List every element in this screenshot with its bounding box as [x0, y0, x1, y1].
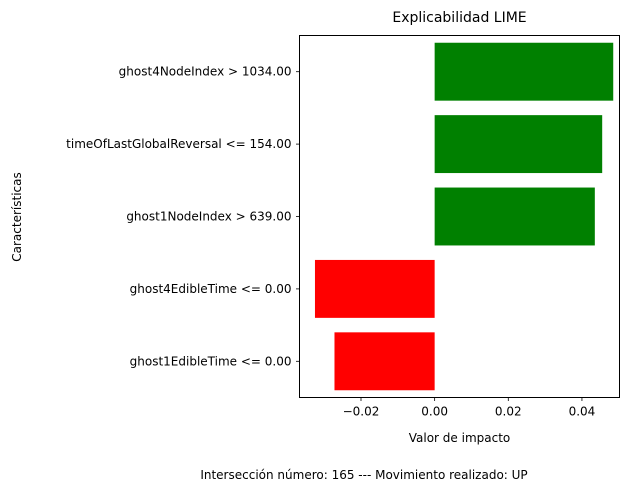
y-tick-label: timeOfLastGlobalReversal <= 154.00	[66, 137, 291, 151]
bar-3	[314, 259, 435, 318]
x-tick-label: 0.04	[569, 405, 596, 419]
chart-title: Explicabilidad LIME	[392, 10, 526, 26]
x-tick-label: 0.02	[495, 405, 522, 419]
bar-0	[434, 42, 614, 101]
y-tick-label: ghost4EdibleTime <= 0.00	[130, 282, 292, 296]
x-axis-label: Valor de impacto	[409, 431, 511, 445]
bar-2	[434, 187, 595, 246]
bar-1	[434, 115, 603, 174]
y-tick-label: ghost1EdibleTime <= 0.00	[130, 354, 292, 368]
x-tick-label: −0.02	[343, 405, 380, 419]
y-tick-label: ghost4NodeIndex > 1034.00	[119, 65, 292, 79]
y-axis-label: Características	[10, 172, 24, 261]
bars-group	[314, 42, 614, 391]
x-ticks-group: −0.02 0.00 0.02 0.04	[343, 397, 596, 419]
footer-caption: Intersección número: 165 --- Movimiento …	[200, 468, 527, 482]
bar-4	[334, 332, 435, 391]
y-ticks-group: ghost4NodeIndex > 1034.00 timeOfLastGloba…	[66, 65, 300, 368]
x-tick-label: 0.00	[421, 405, 448, 419]
y-tick-label: ghost1NodeIndex > 639.00	[126, 210, 291, 224]
